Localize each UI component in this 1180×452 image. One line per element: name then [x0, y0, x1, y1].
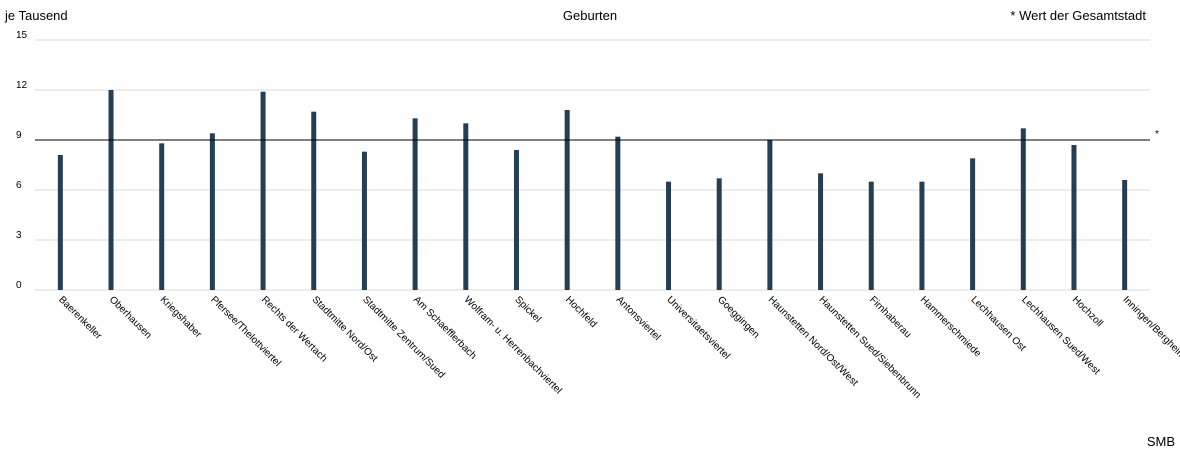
bar	[412, 118, 418, 290]
bar	[919, 181, 925, 290]
chart-title: Geburten	[562, 8, 618, 23]
x-tick-label: Haunstetten Nord/Ost/West	[766, 294, 860, 388]
bar	[1122, 180, 1128, 290]
source-label: SMB	[1146, 434, 1175, 449]
y-tick-label: 15	[16, 30, 28, 41]
y-tick-label: 0	[16, 280, 22, 291]
x-tick-label: Baerenkeller	[56, 294, 104, 342]
bar	[1020, 128, 1026, 290]
x-tick-label: Wolfram- u. Herrenbachviertel	[462, 294, 564, 396]
x-tick-label: Firnhaberau	[867, 294, 913, 340]
bar	[57, 155, 63, 290]
bar	[615, 136, 621, 290]
x-tick-label: Spickel	[512, 294, 543, 325]
bar	[666, 181, 672, 290]
x-tick-label: Kriegshaber	[158, 294, 204, 340]
bar	[159, 143, 165, 290]
bar	[311, 111, 317, 291]
bar	[1071, 145, 1077, 290]
y-tick-label: 9	[16, 130, 22, 141]
bar	[868, 181, 874, 290]
y-tick-label: 6	[16, 180, 22, 191]
y-tick-label: 3	[16, 230, 22, 241]
bar	[260, 91, 266, 291]
bar	[818, 173, 824, 290]
reference-note: * Wert der Gesamtstadt	[1010, 8, 1146, 23]
x-tick-label: Hochfeld	[563, 294, 599, 330]
bar	[767, 140, 773, 290]
x-tick-label: Stadtmitte Zentrum/Sued	[360, 294, 446, 380]
x-tick-label: Oberhausen	[107, 294, 154, 341]
bar	[108, 90, 114, 290]
bar	[513, 150, 519, 290]
bar	[209, 133, 215, 290]
y-axis-label: je Tausend	[5, 8, 68, 23]
bar	[564, 110, 570, 290]
bar	[463, 123, 469, 290]
bar	[716, 178, 722, 290]
x-tick-label: Goeggingen	[715, 294, 761, 340]
x-tick-label: Inningen/Bergheim	[1121, 294, 1180, 361]
x-tick-label: Hochzoll	[1070, 294, 1105, 329]
x-tick-label: Haunstetten Sued/Siebenbrunn	[816, 294, 922, 400]
y-tick-label: 12	[16, 80, 28, 91]
reference-line-marker: *	[1155, 129, 1159, 140]
x-tick-label: Antonsviertel	[614, 294, 663, 343]
bar	[361, 151, 367, 290]
bar	[970, 158, 976, 290]
